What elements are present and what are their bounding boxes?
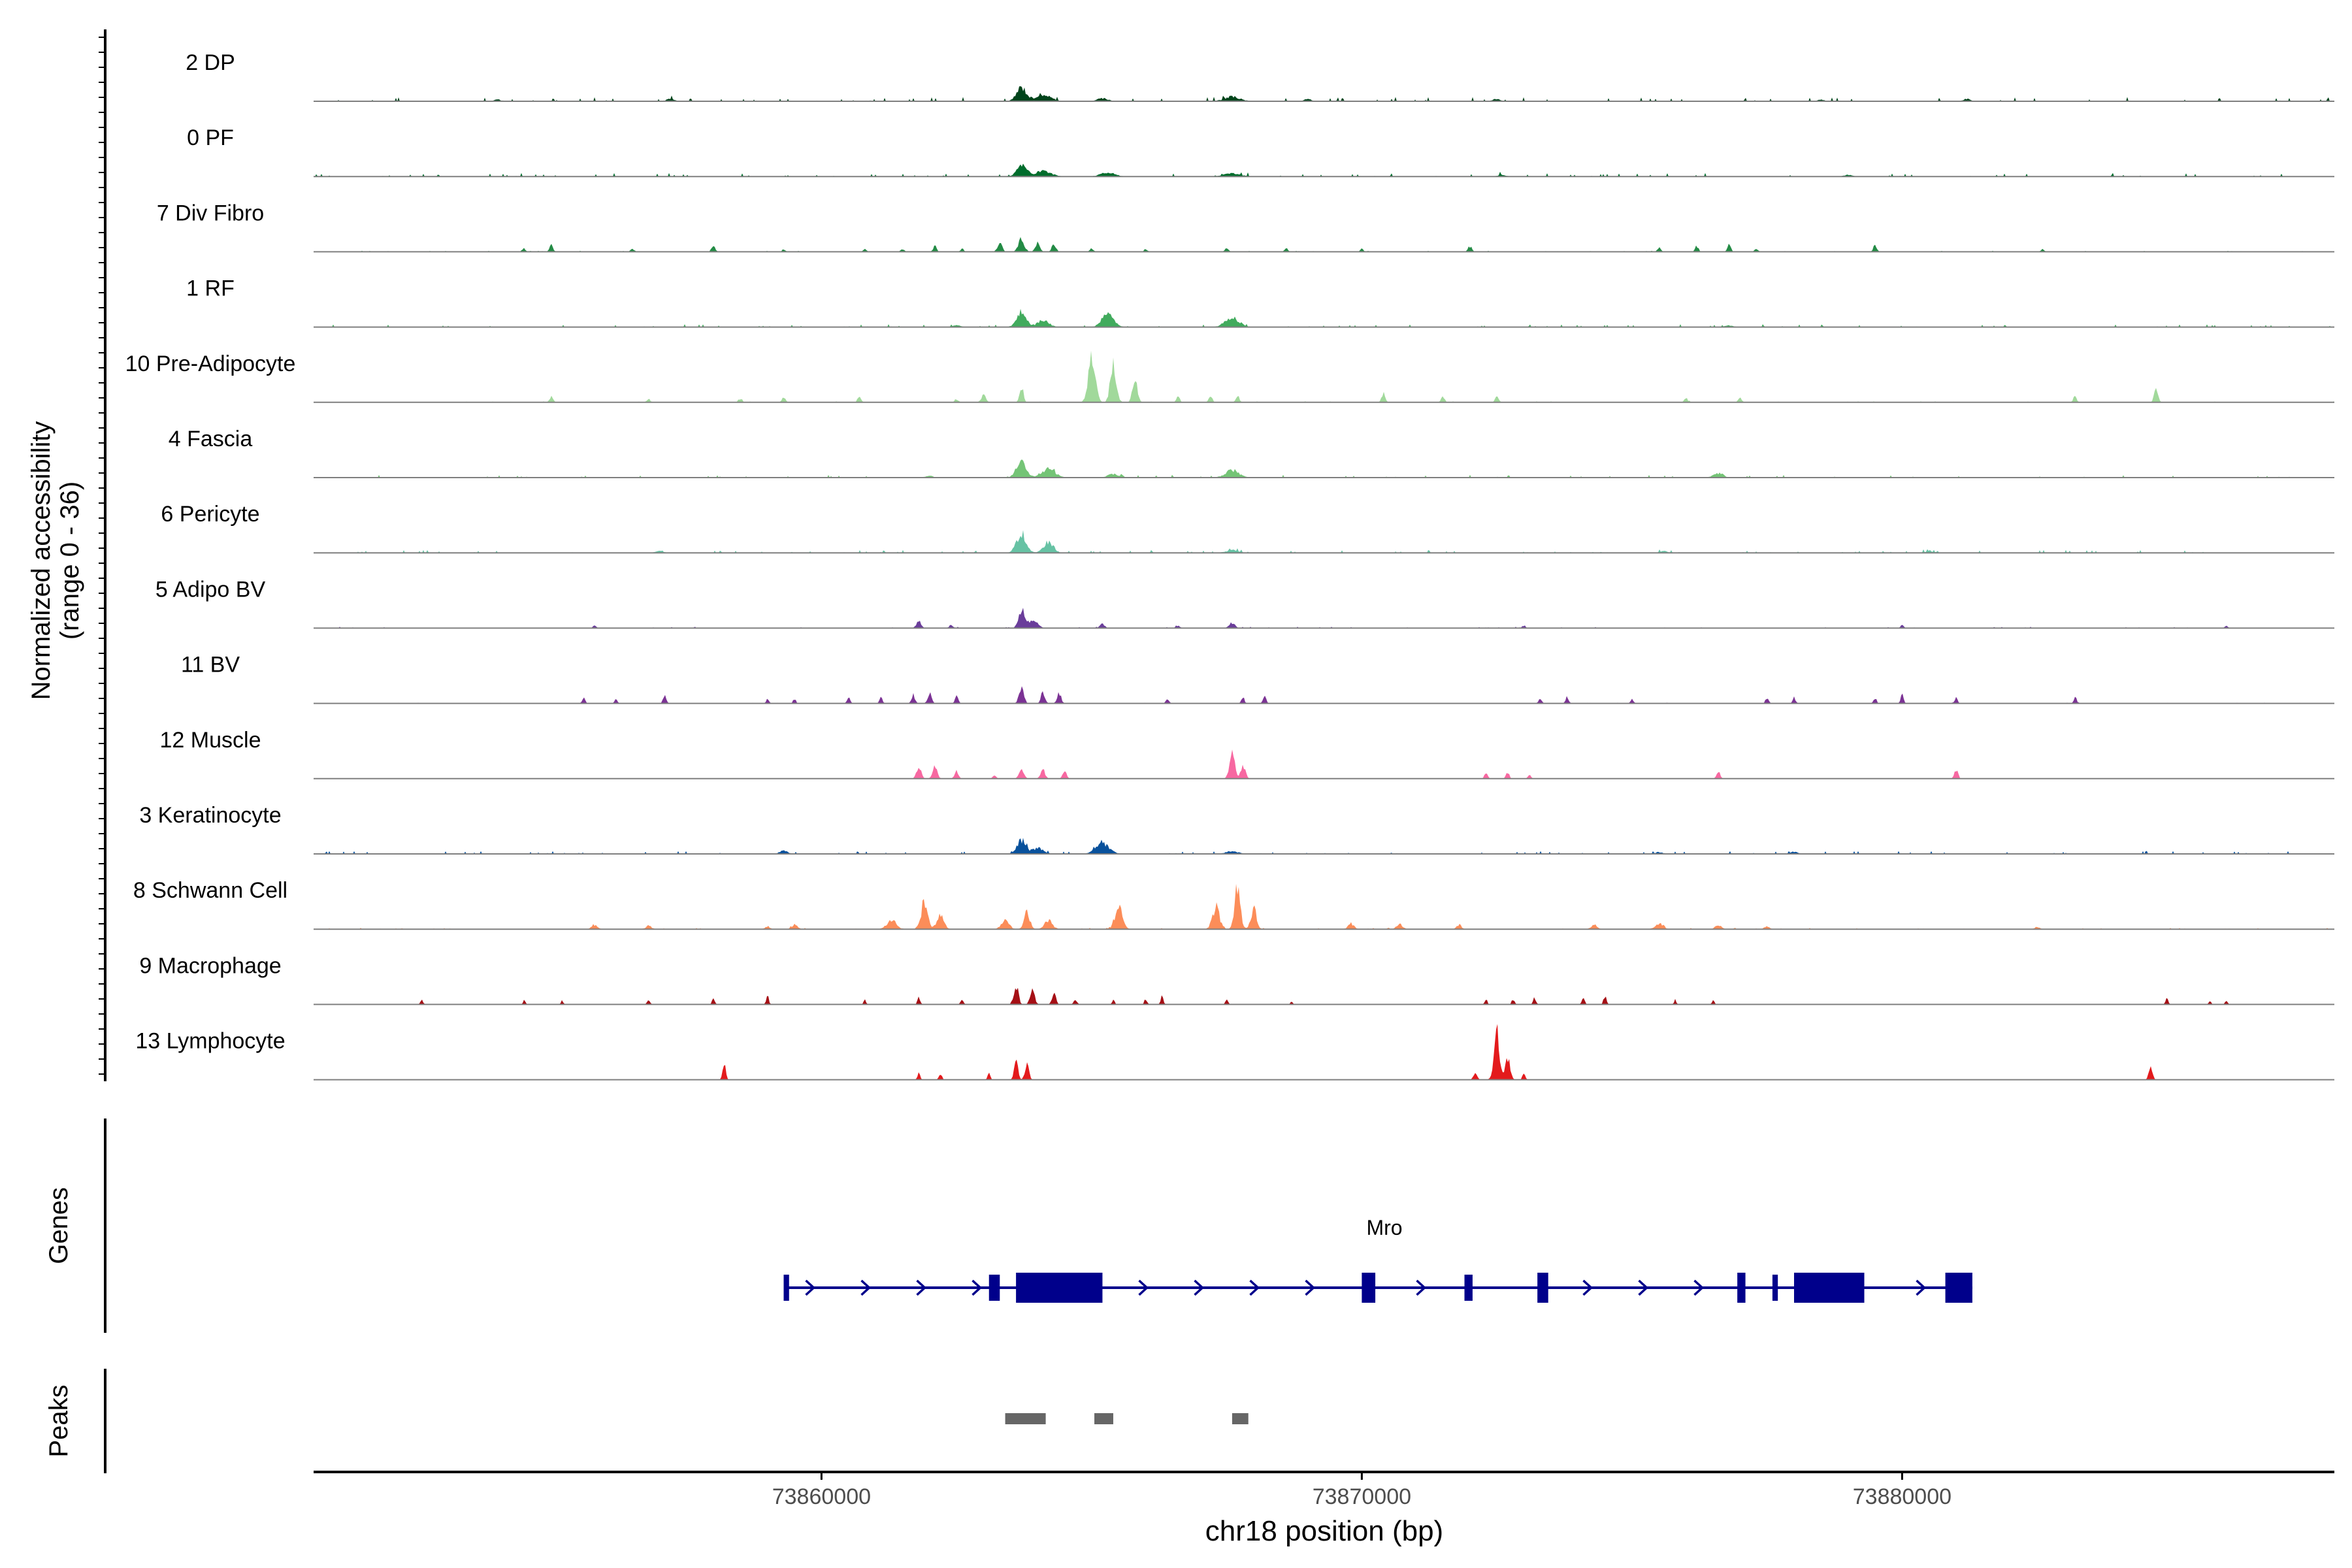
track-label: 10 Pre-Adipocyte [125,351,296,376]
track-label: 0 PF [187,125,234,150]
gene-exon [988,1275,1000,1301]
track-9-macrophage: 9 Macrophage [139,953,2334,1005]
x-tick-label: 73860000 [772,1484,871,1509]
track-3-keratinocyte: 3 Keratinocyte [139,803,2334,855]
track-7-div-fibro: 7 Div Fibro [157,201,2334,253]
coverage-area [314,1024,2334,1080]
gene-exon [1945,1273,1972,1303]
peak-regions [1005,1413,1249,1424]
gene-exon [1772,1275,1778,1301]
gene-exon [1362,1273,1376,1303]
track-label: 12 Muscle [160,728,261,753]
track-label: 2 DP [186,50,235,75]
strand-chevron [1582,1279,1593,1296]
coverage-area [314,686,2334,704]
track-2-dp: 2 DP [186,50,2334,102]
track-label: 11 BV [181,653,240,678]
track-11-bv: 11 BV [181,653,2334,704]
coverage-area [314,883,2334,930]
track-6-pericyte: 6 Pericyte [161,502,2334,554]
track-label: 5 Adipo BV [155,577,266,602]
coverage-area [314,838,2334,854]
strand-chevron [860,1279,872,1296]
gene-exon [1737,1273,1746,1303]
strand-chevron [1638,1279,1649,1296]
x-axis-label: chr18 position (bp) [1205,1515,1443,1547]
gene-exon [1537,1273,1548,1303]
strand-chevron [1138,1279,1149,1296]
strand-chevron [1194,1279,1205,1296]
strand-chevron [972,1279,983,1296]
track-12-muscle: 12 Muscle [160,728,2334,779]
y-axis-label: Normalized accessibility (range 0 - 36) [27,421,84,700]
track-label: 6 Pericyte [161,502,259,527]
coverage-area [314,749,2334,779]
gene-exon [1464,1275,1473,1301]
x-axis-ticks: 73860000 73870000 73880000 [772,1472,1952,1509]
coverage-area [314,530,2334,553]
genes-panel-label: Genes [44,1187,73,1264]
peak-region [1232,1413,1249,1424]
track-label: 3 Keratinocyte [139,803,281,828]
y-axis-label-line2: (range 0 - 36) [56,482,84,640]
x-tick-label: 73880000 [1853,1484,1952,1509]
track-label: 9 Macrophage [139,953,281,978]
gene-name-label: Mro [1366,1216,1402,1239]
strand-chevron [1693,1279,1705,1296]
gene-exon [1016,1273,1103,1303]
track-label: 1 RF [186,276,235,301]
strand-chevron [1249,1279,1260,1296]
coverage-panel: 2 DP 0 PF 7 Div Fibro 1 RF 10 Pre-Adipocyte 4… [125,50,2334,1081]
coverage-area [314,163,2334,177]
gene-exon [1793,1273,1865,1303]
x-tick-label: 73870000 [1313,1484,1411,1509]
track-4-fascia: 4 Fascia [169,427,2334,478]
gene-panel: Genes Mro [44,1119,1972,1333]
track-1-rf: 1 RF [186,276,2334,328]
coverage-area [314,988,2334,1005]
coverage-area [314,86,2334,101]
track-5-adipo-bv: 5 Adipo BV [155,577,2334,629]
track-label: 4 Fascia [169,427,253,451]
coverage-area [314,237,2334,252]
strand-chevron [916,1279,927,1296]
strand-chevron [1916,1279,1927,1296]
coverage-area [314,308,2334,327]
peaks-panel: Peaks [44,1369,1249,1473]
peak-region [1005,1413,1046,1424]
track-0-pf: 0 PF [187,125,2334,178]
strand-chevron [1305,1279,1316,1296]
track-label: 13 Lymphocyte [135,1029,285,1054]
coverage-area [314,608,2334,629]
track-8-schwann-cell: 8 Schwann Cell [133,878,2334,930]
track-label: 7 Div Fibro [157,201,264,225]
strand-chevron [1416,1279,1427,1296]
y-axis-label-line1: Normalized accessibility [27,421,56,700]
strand-chevron [805,1279,816,1296]
track-13-lymphocyte: 13 Lymphocyte [135,1024,2334,1081]
coverage-area [314,459,2334,478]
x-axis: 73860000 73870000 73880000 chr18 position … [314,1471,2334,1547]
gene-model-mro [783,1273,1972,1303]
coverage-area [314,350,2334,402]
y-axis [99,29,106,1081]
track-10-pre-adipocyte: 10 Pre-Adipocyte [125,350,2334,403]
track-label: 8 Schwann Cell [133,878,287,903]
peaks-panel-label: Peaks [44,1384,73,1457]
peak-region [1094,1413,1113,1424]
gene-exon [783,1275,789,1301]
